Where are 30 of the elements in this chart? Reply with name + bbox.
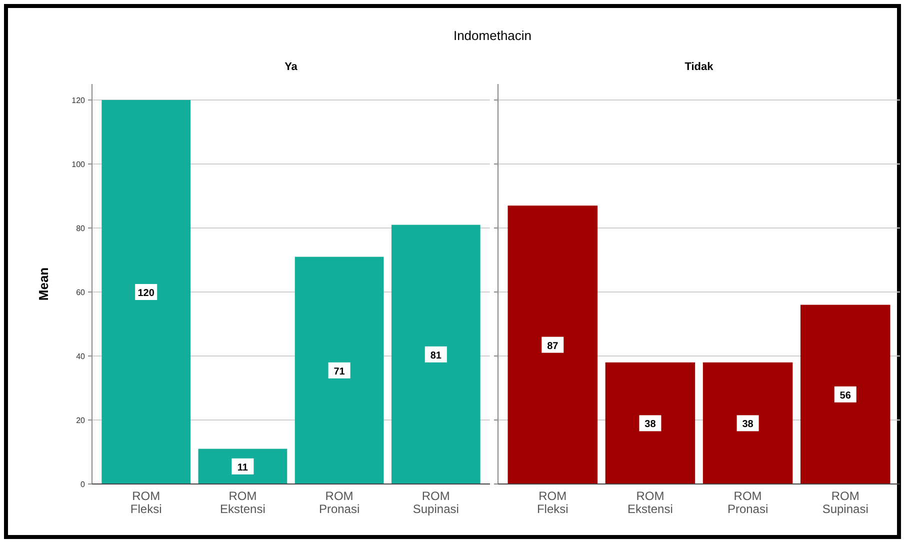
chart-subtitle: Tidak: [684, 61, 714, 73]
x-tick-label: ROM Supinasi: [822, 489, 868, 516]
x-tick-label: ROM Ekstensi: [628, 489, 673, 516]
data-label: 120: [138, 288, 155, 299]
y-tick-label: 80: [76, 224, 86, 233]
x-tick-label: ROM Ekstensi: [220, 489, 266, 516]
chart-subtitle: Ya: [284, 61, 298, 73]
y-tick-label: 0: [80, 480, 86, 489]
bar: [294, 256, 384, 484]
x-tick-label: ROM Pronasi: [727, 489, 768, 516]
data-label: 81: [430, 350, 442, 362]
y-axis-title: Mean: [36, 267, 51, 301]
y-tick-label: 60: [76, 288, 86, 297]
y-tick-label: 120: [72, 96, 86, 105]
y-tick-label: 20: [76, 416, 86, 425]
y-tick-label: 40: [76, 352, 86, 361]
data-label: 71: [334, 366, 346, 378]
data-label: 38: [644, 419, 656, 430]
bar: [102, 100, 191, 484]
data-label: 56: [840, 390, 852, 402]
data-label: 11: [237, 462, 248, 474]
data-label: 87: [547, 340, 559, 352]
data-label: 38: [742, 419, 754, 430]
x-tick-label: ROM Supinasi: [412, 489, 459, 516]
x-tick-label: ROM Fleksi: [130, 489, 162, 516]
y-tick-label: 100: [72, 160, 86, 169]
bar: [391, 224, 480, 484]
x-tick-label: ROM Pronasi: [318, 489, 360, 516]
chart-title: Indomethacin: [453, 28, 532, 43]
x-tick-label: ROM Fleksi: [536, 489, 568, 516]
